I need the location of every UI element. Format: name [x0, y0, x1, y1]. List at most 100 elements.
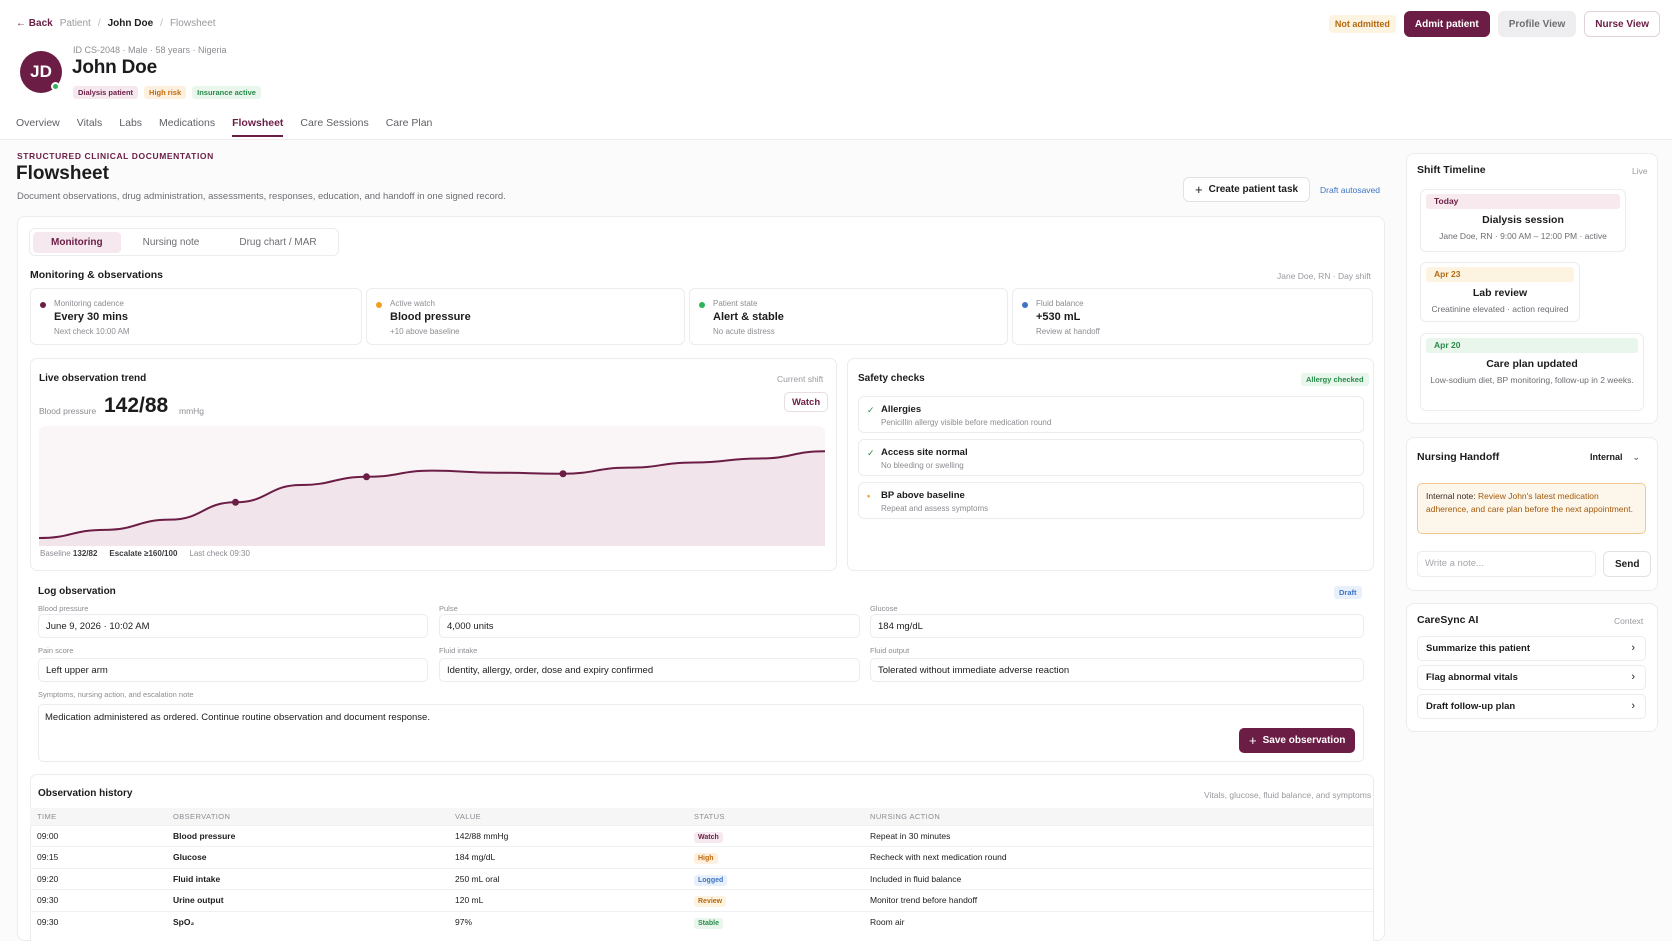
blood-pressure-field[interactable]: June 9, 2026 · 10:02 AM — [38, 614, 428, 638]
timeline-when: Apr 20 — [1426, 338, 1638, 353]
shift-note: Jane Doe, RN · Day shift — [1277, 271, 1372, 281]
cell-status: Logged — [687, 867, 863, 890]
pulse-field[interactable]: 4,000 units — [439, 614, 860, 638]
timeline-item-lab-review[interactable]: Apr 23 Lab review Creatinine elevated · … — [1420, 262, 1580, 322]
ai-title: CareSync AI — [1417, 614, 1479, 626]
status-badge: Logged — [694, 874, 728, 886]
tile-monitoring-cadence: Monitoring cadence Every 30 mins Next ch… — [30, 288, 362, 345]
cell-time: 09:20 — [30, 867, 166, 890]
col-nursing-action: NURSING ACTION — [863, 808, 1373, 825]
col-value: VALUE — [448, 808, 687, 825]
fluid-output-field[interactable]: Tolerated without immediate adverse reac… — [870, 658, 1364, 682]
plus-icon: + — [1249, 733, 1257, 748]
segment-nursing-note[interactable]: Nursing note — [142, 236, 200, 248]
table-row[interactable]: 09:20 Fluid intake 250 mL oral Logged In… — [30, 867, 1373, 890]
cell-time: 09:15 — [30, 846, 166, 868]
cell-value: 97% — [448, 910, 687, 933]
tab-flowsheet[interactable]: Flowsheet — [232, 117, 284, 137]
page-eyebrow: STRUCTURED CLINICAL DOCUMENTATION — [17, 151, 214, 161]
status-badge: Stable — [694, 918, 724, 929]
watch-button[interactable]: Watch — [784, 392, 829, 412]
tab-care-plan[interactable]: Care Plan — [385, 117, 433, 129]
cell-value: 184 mg/dL — [448, 846, 687, 868]
visibility-dropdown[interactable]: Internal ⌄ — [1590, 452, 1640, 463]
save-observation-label: Save observation — [1262, 735, 1346, 746]
glucose-field[interactable]: 184 mg/dL — [870, 614, 1364, 638]
back-label[interactable]: Back — [28, 18, 53, 29]
col-status: STATUS — [687, 808, 863, 825]
table-row[interactable]: 09:30 SpO₂ 97% Stable Room air — [30, 910, 1373, 933]
field-label: Pain score — [38, 646, 74, 655]
timeline-item-care-plan[interactable]: Apr 20 Care plan updated Low-sodium diet… — [1420, 333, 1644, 411]
cell-status: Stable — [687, 910, 863, 933]
tab-overview[interactable]: Overview — [16, 117, 60, 129]
fluid-intake-field[interactable]: Identity, allergy, order, dose and expir… — [439, 658, 860, 682]
segment-monitoring[interactable]: Monitoring — [33, 231, 121, 253]
bp-data-point[interactable] — [363, 473, 370, 481]
safety-item-title: Access site normal — [881, 447, 968, 458]
pain-score-field[interactable]: Left upper arm — [38, 658, 428, 682]
breadcrumb-current: Flowsheet — [169, 18, 216, 29]
segment-drug-chart[interactable]: Drug chart / MAR — [239, 236, 317, 248]
baseline-text: Baseline 132/82 — [40, 549, 97, 558]
observation-history-table: TIME OBSERVATION VALUE STATUS NURSING AC… — [30, 808, 1373, 933]
col-observation: OBSERVATION — [166, 808, 448, 825]
safety-title: Safety checks — [858, 373, 925, 384]
observation-note-textarea[interactable]: Medication administered as ordered. Cont… — [38, 704, 1364, 762]
dot-icon: • — [867, 491, 871, 501]
ai-draft-plan-button[interactable]: Draft follow-up plan › — [1417, 694, 1646, 719]
tile-value: Blood pressure — [390, 311, 471, 323]
handoff-note-input[interactable]: Write a note... — [1417, 551, 1596, 577]
online-status-icon — [51, 82, 60, 91]
cell-status: Review — [687, 889, 863, 911]
table-row[interactable]: 09:15 Glucose 184 mg/dL High Recheck wit… — [30, 846, 1373, 868]
check-icon: ✓ — [867, 405, 875, 415]
save-observation-button[interactable]: + Save observation — [1239, 728, 1356, 753]
patient-tags: Dialysis patient High risk Insurance act… — [73, 86, 261, 99]
tile-sub: +10 above baseline — [390, 327, 460, 336]
bp-data-point[interactable] — [559, 470, 567, 478]
history-context: Vitals, glucose, fluid balance, and symp… — [1204, 790, 1372, 800]
tile-sub: No acute distress — [713, 327, 775, 336]
bp-data-point[interactable] — [232, 498, 239, 506]
admission-status-badge: Not admitted — [1328, 15, 1396, 33]
ai-flag-vitals-button[interactable]: Flag abnormal vitals › — [1417, 665, 1646, 690]
table-row[interactable]: 09:30 Urine output 120 mL Review Monitor… — [30, 889, 1373, 911]
profile-view-button[interactable]: Profile View — [1497, 11, 1577, 37]
cell-action: Included in fluid balance — [863, 867, 1373, 890]
ai-context: Context — [1614, 616, 1644, 626]
tile-fluid-balance: Fluid balance +530 mL Review at handoff — [1012, 288, 1373, 345]
back-link[interactable]: ← Back — [16, 18, 53, 29]
tab-medications[interactable]: Medications — [159, 117, 216, 129]
nurse-view-button[interactable]: Nurse View — [1584, 11, 1660, 37]
handoff-placeholder: Write a note... — [1425, 558, 1484, 569]
visibility-value: Internal — [1590, 452, 1623, 462]
tab-care-sessions[interactable]: Care Sessions — [300, 117, 369, 129]
table-row[interactable]: 09:00 Blood pressure 142/88 mmHg Watch R… — [30, 824, 1373, 847]
send-button[interactable]: Send — [1603, 551, 1652, 577]
breadcrumb-separator: / — [160, 18, 163, 29]
tab-vitals[interactable]: Vitals — [76, 117, 103, 129]
safety-item-allergies: ✓ Allergies Penicillin allergy visible b… — [858, 396, 1364, 433]
cell-status: Watch — [687, 824, 863, 847]
safety-item-access-site: ✓ Access site normal No bleeding or swel… — [858, 439, 1364, 476]
ai-summarize-button[interactable]: Summarize this patient › — [1417, 636, 1646, 661]
chart-footer: Baseline 132/82 Escalate ≥160/100 Last c… — [40, 549, 250, 558]
col-time: TIME — [30, 808, 166, 825]
breadcrumb-name[interactable]: John Doe — [107, 18, 154, 29]
admit-patient-button[interactable]: Admit patient — [1403, 11, 1490, 37]
timeline-item-dialysis[interactable]: Today Dialysis session Jane Doe, RN · 9:… — [1420, 189, 1626, 252]
chevron-down-icon: ⌄ — [1632, 452, 1641, 462]
patient-tabs: Overview Vitals Labs Medications Flowshe… — [16, 117, 432, 137]
tab-labs[interactable]: Labs — [119, 117, 143, 129]
breadcrumb-patient[interactable]: Patient — [59, 18, 91, 29]
page-subtitle: Document observations, drug administrati… — [17, 191, 506, 202]
patient-name: John Doe — [72, 57, 157, 78]
create-task-button[interactable]: + Create patient task — [1183, 177, 1311, 202]
cell-observation: Glucose — [166, 846, 448, 868]
patient-header: ← Back Patient / John Doe / Flowsheet JD… — [0, 0, 1672, 140]
create-task-label: Create patient task — [1208, 184, 1299, 195]
tile-label: Monitoring cadence — [54, 299, 124, 308]
timeline-item-title: Dialysis session — [1482, 214, 1564, 226]
timeline-item-title: Care plan updated — [1486, 358, 1578, 370]
